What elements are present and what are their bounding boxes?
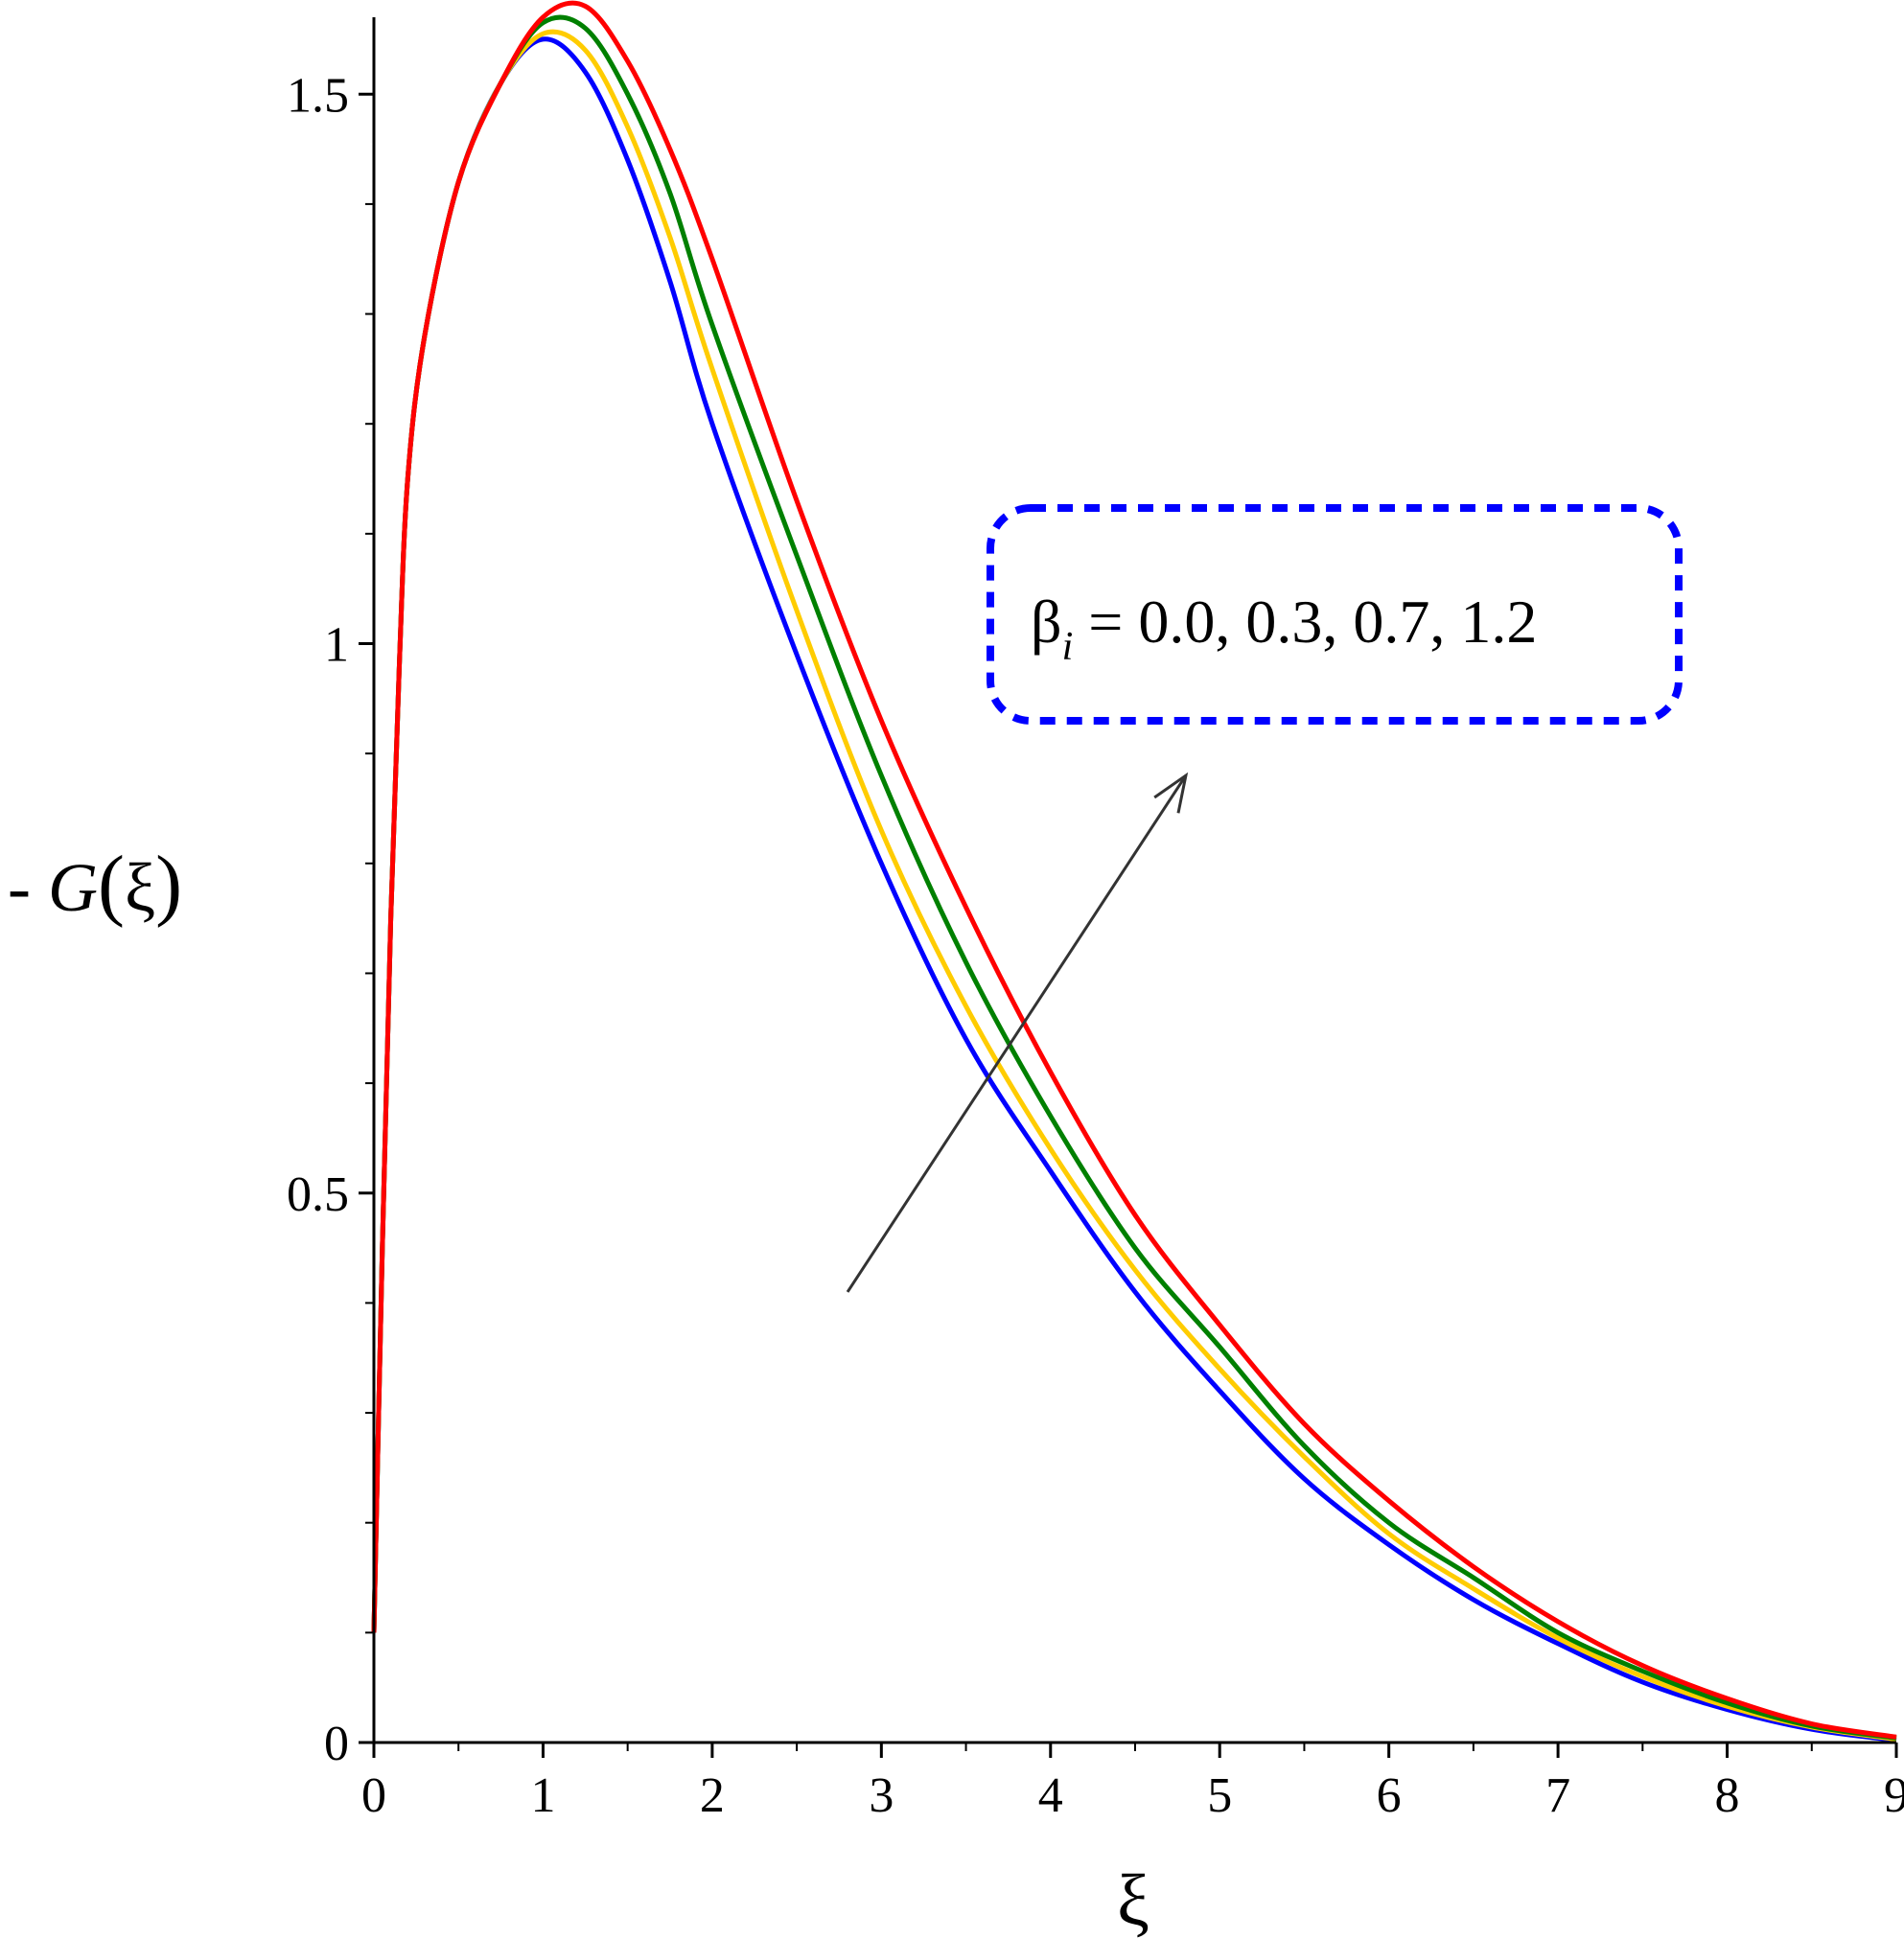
annotation-text: βi = 0.0, 0.3, 0.7, 1.2 [1031, 588, 1537, 669]
y-label-open: ( [98, 840, 125, 929]
y-label-close: ) [155, 840, 182, 929]
axes [372, 17, 1896, 1744]
x-tick-label: 9 [1884, 1768, 1904, 1823]
x-tick-labels: 0 1 2 3 4 5 6 7 8 9 [361, 1768, 1904, 1823]
x-tick-label: 7 [1545, 1768, 1570, 1823]
annotation-subscript: i [1062, 625, 1074, 669]
x-tick-label: 0 [361, 1768, 386, 1823]
x-tick-label: 5 [1207, 1768, 1232, 1823]
y-tick-label: 1 [324, 618, 349, 673]
x-tick-label: 6 [1377, 1768, 1402, 1823]
y-label-prefix: - [8, 849, 48, 926]
y-tick-label: 0.5 [287, 1167, 349, 1222]
x-tick-label: 1 [530, 1768, 555, 1823]
y-label-var: ξ [125, 849, 155, 926]
series-line-1 [371, 36, 1897, 1743]
series-curves [371, 0, 1897, 1743]
series-line-4 [371, 0, 1897, 1740]
y-tick-label: 0 [324, 1717, 349, 1771]
y-ticks [359, 92, 374, 1744]
parameter-annotation: βi = 0.0, 0.3, 0.7, 1.2 [846, 504, 1683, 1293]
x-ticks [372, 1743, 1898, 1758]
x-tick-label: 8 [1715, 1768, 1740, 1823]
x-tick-label: 2 [700, 1768, 725, 1823]
annotation-arrow [846, 774, 1188, 1293]
annotation-box [987, 504, 1683, 725]
x-axis-label: ξ [1117, 1860, 1149, 1939]
series-line-2 [371, 29, 1897, 1743]
y-tick-label: 1.5 [287, 68, 349, 123]
x-tick-label: 4 [1038, 1768, 1063, 1823]
series-line-3 [371, 14, 1897, 1741]
y-axis-label: - G(ξ) [8, 840, 182, 929]
y-tick-labels: 0 0.5 1 1.5 [287, 68, 349, 1771]
annotation-symbol: β [1031, 588, 1062, 656]
annotation-arrowhead [1153, 772, 1189, 814]
y-label-func: G [48, 849, 98, 926]
annotation-values: = 0.0, 0.3, 0.7, 1.2 [1073, 588, 1537, 656]
x-tick-label: 3 [869, 1768, 894, 1823]
